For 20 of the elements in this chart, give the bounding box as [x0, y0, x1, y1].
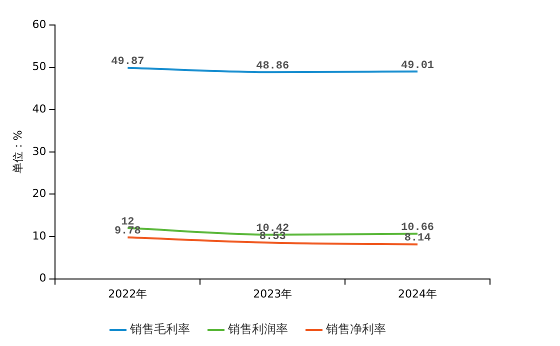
data-label: 10.66: [401, 222, 434, 234]
y-axis-title: 单位：%: [11, 130, 24, 174]
data-label: 49.87: [111, 56, 144, 68]
data-label: 9.78: [114, 226, 142, 238]
y-tick-label: 0: [39, 272, 46, 285]
x-tick-label: 2023年: [253, 287, 292, 300]
y-tick-label: 30: [32, 144, 46, 158]
legend-label: 销售毛利率: [129, 322, 190, 336]
y-tick-label: 10: [32, 229, 46, 242]
y-tick-label: 40: [32, 102, 46, 116]
x-tick-label: 2024年: [398, 287, 438, 300]
y-tick-label: 20: [32, 187, 46, 200]
x-tick-label: 2022年: [108, 287, 148, 300]
y-tick-label: 50: [32, 60, 46, 74]
legend-label: 销售净利率: [325, 322, 386, 336]
data-label: 8.14: [404, 232, 432, 245]
data-label: 48.86: [256, 60, 290, 72]
legend-label: 销售利润率: [227, 322, 288, 336]
data-label: 49.01: [401, 60, 434, 72]
y-tick-label: 60: [32, 18, 46, 31]
